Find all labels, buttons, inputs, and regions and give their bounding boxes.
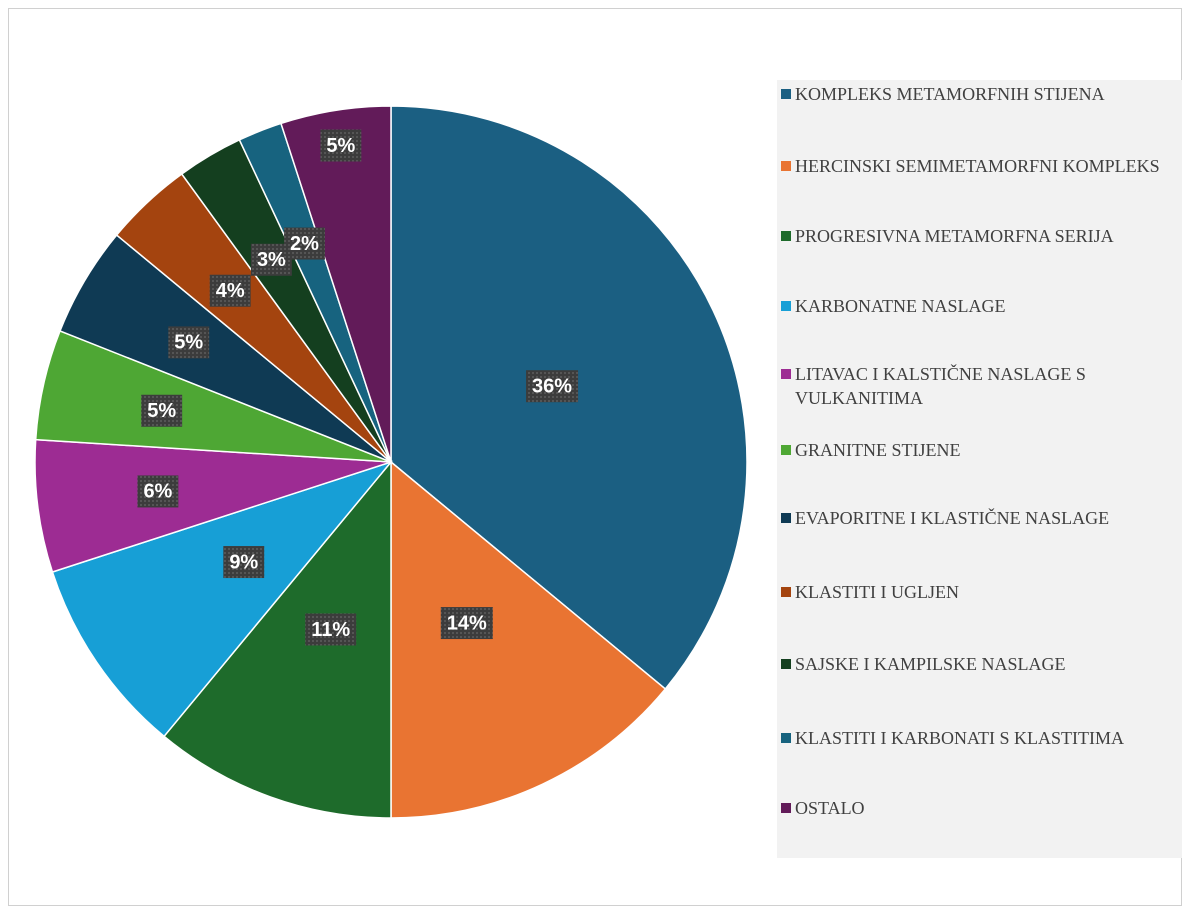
- legend-label: KLASTITI I UGLJEN: [795, 582, 959, 602]
- legend-item: KLASTITI I UGLJEN: [781, 580, 1179, 604]
- pie-slice: [34, 438, 392, 573]
- data-label: 14%: [440, 607, 493, 640]
- legend-label: SAJSKE I KAMPILSKE NASLAGE: [795, 654, 1066, 674]
- legend-item: SAJSKE I KAMPILSKE NASLAGE: [781, 652, 1179, 676]
- data-label-text: 4%: [216, 280, 245, 302]
- data-label-text: 11%: [311, 619, 350, 641]
- data-label-text: 6%: [143, 481, 172, 503]
- data-label: 5%: [141, 394, 183, 427]
- legend-marker: [781, 513, 791, 523]
- legend-item: HERCINSKI SEMIMETAMORFNI KOMPLEKS: [781, 154, 1179, 178]
- legend-marker: [781, 587, 791, 597]
- legend-marker: [781, 161, 791, 171]
- legend-marker: [781, 659, 791, 669]
- data-label-box: [305, 613, 357, 646]
- data-label: 2%: [284, 227, 325, 260]
- legend-marker: [781, 231, 791, 241]
- data-label-box: [209, 274, 251, 307]
- pie-slice: [51, 460, 394, 738]
- data-label-text: 5%: [326, 135, 355, 157]
- legend-label: GRANITNE STIJENE: [795, 440, 961, 460]
- data-label: 4%: [209, 274, 251, 307]
- legend-item: LITAVAC I KALSTIČNE NASLAGE S VULKANITIM…: [781, 362, 1179, 410]
- data-label: 5%: [320, 129, 362, 162]
- data-label-text: 14%: [447, 612, 487, 634]
- data-label: 9%: [223, 546, 265, 579]
- legend-label: HERCINSKI SEMIMETAMORFNI KOMPLEKS: [795, 156, 1160, 176]
- legend-label: KOMPLEKS METAMORFNIH STIJENA: [795, 84, 1105, 104]
- legend-label: KLASTITI I KARBONATI S KLASTITIMA: [795, 728, 1124, 748]
- legend-item: KLASTITI I KARBONATI S KLASTITIMA: [781, 726, 1179, 750]
- pie-slice: [390, 460, 667, 819]
- legend-label: OSTALO: [795, 798, 865, 818]
- legend-item: EVAPORITNE I KLASTIČNE NASLAGE: [781, 506, 1179, 530]
- data-label-box: [141, 394, 183, 427]
- legend-item: GRANITNE STIJENE: [781, 438, 1179, 462]
- pie-slice: [280, 105, 392, 463]
- data-label-box: [526, 370, 579, 403]
- data-label-text: 5%: [147, 400, 176, 422]
- legend-marker: [781, 803, 791, 813]
- data-label-box: [320, 129, 362, 162]
- data-label-box: [137, 475, 179, 508]
- data-label: 5%: [168, 326, 210, 359]
- data-label-text: 2%: [290, 233, 319, 255]
- data-label-box: [284, 227, 325, 260]
- legend-item: KOMPLEKS METAMORFNIH STIJENA: [781, 82, 1179, 106]
- legend-marker: [781, 89, 791, 99]
- legend-marker: [781, 733, 791, 743]
- legend-label: PROGRESIVNA METAMORFNA SERIJA: [795, 226, 1114, 246]
- legend-marker: [781, 369, 791, 379]
- legend-item: OSTALO: [781, 796, 1179, 820]
- pie-slice: [163, 459, 392, 819]
- legend-label: EVAPORITNE I KLASTIČNE NASLAGE: [795, 508, 1110, 528]
- data-label: 6%: [137, 475, 179, 508]
- legend-label: LITAVAC I KALSTIČNE NASLAGE S VULKANITIM…: [795, 364, 1086, 408]
- data-label: 36%: [526, 370, 579, 403]
- legend-marker: [781, 301, 791, 311]
- legend-item: PROGRESIVNA METAMORFNA SERIJA: [781, 224, 1179, 248]
- legend-marker: [781, 445, 791, 455]
- data-label-box: [223, 546, 265, 579]
- data-label-text: 3%: [257, 249, 286, 271]
- data-label-box: [168, 326, 210, 359]
- legend-item: KARBONATNE NASLAGE: [781, 294, 1179, 318]
- data-label-text: 36%: [532, 375, 572, 397]
- data-label-text: 5%: [174, 332, 203, 354]
- legend: KOMPLEKS METAMORFNIH STIJENA HERCINSKI SE…: [777, 80, 1182, 858]
- data-label-text: 9%: [229, 551, 258, 573]
- pie-chart: 36% 14% 11% 9% 6% 5% 5% 4% 3%2% 5%: [34, 105, 748, 819]
- data-label: 11%: [305, 613, 357, 646]
- legend-label: KARBONATNE NASLAGE: [795, 296, 1006, 316]
- data-label-box: [440, 607, 493, 640]
